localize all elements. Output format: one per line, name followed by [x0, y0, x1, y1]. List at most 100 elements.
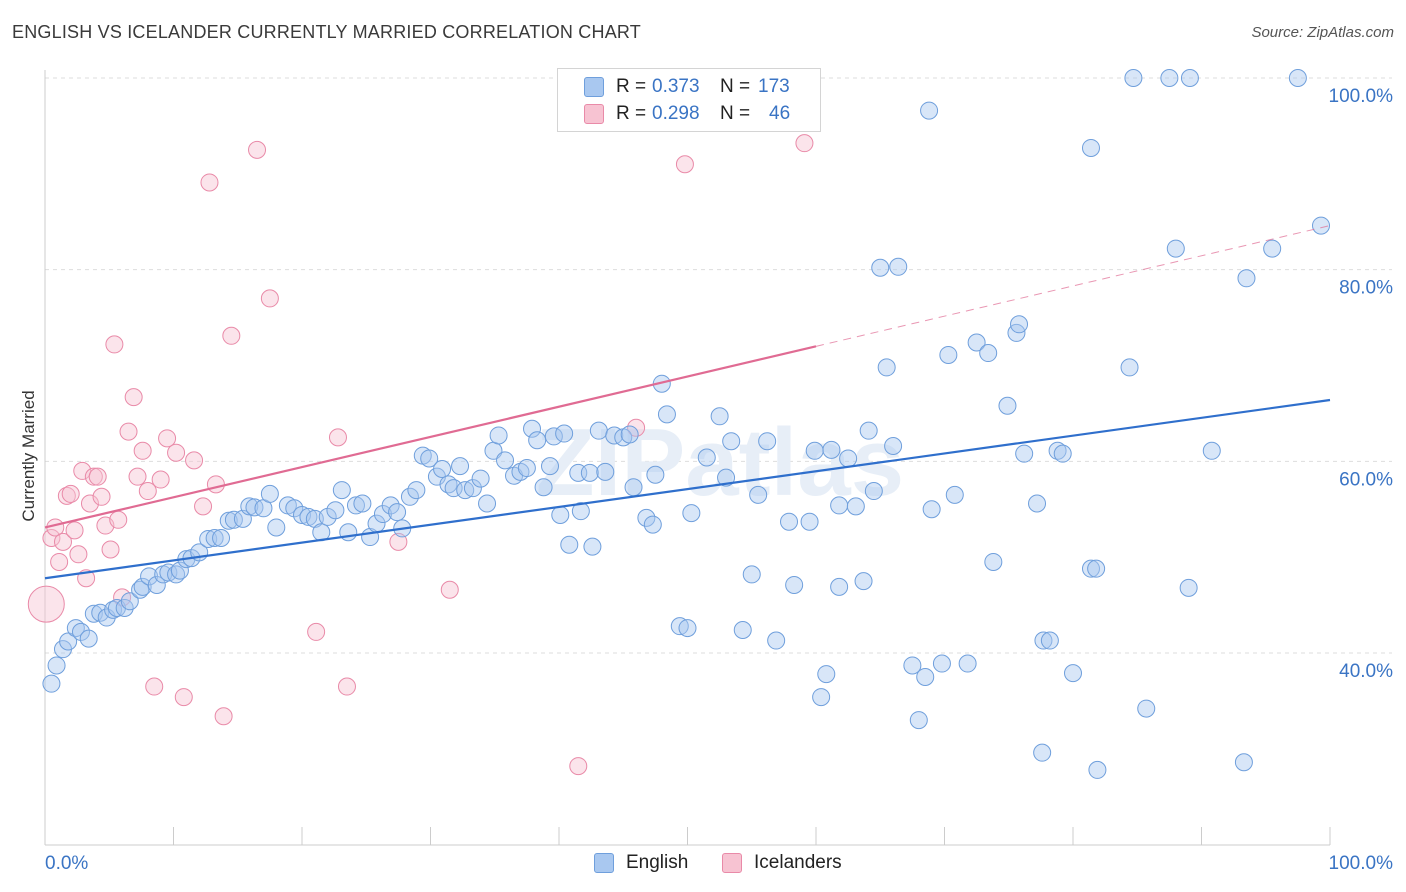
- english-point: [1088, 760, 1107, 779]
- icelander-point: [214, 707, 233, 726]
- english-point: [555, 424, 574, 443]
- english-point: [589, 421, 608, 440]
- english-point: [224, 510, 243, 529]
- english-point: [1120, 358, 1139, 377]
- english-point: [534, 478, 553, 497]
- axes: [44, 70, 1331, 846]
- english-point: [643, 515, 662, 534]
- english-point: [884, 437, 903, 455]
- english-point: [388, 503, 407, 522]
- icelander-point: [69, 545, 88, 564]
- icelanders-swatch: [584, 104, 604, 124]
- english-point: [1034, 631, 1053, 650]
- icelander-point: [124, 388, 143, 407]
- icelander-point: [27, 585, 65, 623]
- english-point: [939, 345, 958, 364]
- english-point: [984, 552, 1003, 571]
- icelander-trend-line: [44, 345, 817, 529]
- y-axis-label: Currently Married: [19, 390, 38, 521]
- english-point: [541, 457, 560, 476]
- series-legend: English Icelanders: [0, 852, 1406, 878]
- legend-item-english[interactable]: English: [594, 852, 688, 874]
- icelander-point: [337, 677, 356, 696]
- english-point: [147, 575, 166, 594]
- english-point: [79, 629, 98, 648]
- english-swatch: [594, 853, 614, 873]
- english-point: [444, 479, 463, 498]
- english-point: [846, 497, 865, 516]
- english-point: [517, 459, 536, 478]
- tick-labels: 40.0% 60.0% 80.0% 100.0% 0.0% 100.0%: [45, 86, 1393, 874]
- english-point: [478, 494, 497, 513]
- english-point: [657, 405, 676, 424]
- english-point: [260, 484, 279, 503]
- english-point: [205, 529, 224, 547]
- english-point: [916, 667, 935, 686]
- icelander-point: [65, 521, 84, 540]
- english-point: [1064, 664, 1082, 683]
- english-point: [871, 258, 890, 277]
- english-point: [749, 485, 768, 504]
- english-point: [697, 448, 716, 467]
- legend-r-label: R =: [616, 103, 647, 124]
- gridlines: [45, 77, 1392, 654]
- english-point: [909, 711, 928, 730]
- trend-lines: [44, 225, 1331, 580]
- english-point: [670, 617, 689, 636]
- english-point: [864, 482, 883, 501]
- english-point: [159, 563, 178, 582]
- icelander-point: [80, 494, 99, 513]
- icelander-point: [260, 289, 279, 308]
- english-point: [1288, 69, 1307, 87]
- english-point: [817, 665, 836, 684]
- legend-n-label: N =: [720, 76, 751, 97]
- english-point: [400, 487, 419, 506]
- english-point: [42, 674, 61, 693]
- icelander-trend-extension: [815, 225, 1331, 347]
- english-point: [71, 622, 90, 641]
- english-swatch: [584, 77, 604, 97]
- english-point: [463, 479, 482, 498]
- english-point: [1015, 444, 1034, 463]
- english-point: [932, 654, 951, 673]
- english-point: [1087, 559, 1106, 578]
- english-point: [920, 101, 939, 120]
- english-point: [489, 426, 508, 445]
- english-point: [339, 523, 358, 542]
- english-point: [1237, 269, 1256, 288]
- legend-icelanders-label: Icelanders: [754, 852, 842, 873]
- english-point: [346, 496, 365, 515]
- english-point: [1081, 138, 1100, 157]
- english-point: [433, 460, 452, 478]
- english-point: [1234, 753, 1253, 772]
- english-point: [1124, 69, 1143, 87]
- legend-row-icelanders: R = 0.298 N = 46: [584, 102, 790, 126]
- english-point: [496, 451, 515, 470]
- english-point: [1166, 239, 1185, 258]
- english-point: [560, 535, 579, 554]
- english-point: [733, 621, 752, 639]
- english-point: [758, 432, 777, 451]
- icelander-point: [92, 487, 111, 506]
- english-point: [120, 592, 139, 611]
- english-point: [1312, 216, 1331, 235]
- legend-n-value: 46: [769, 103, 791, 124]
- english-point: [212, 529, 231, 547]
- english-point: [420, 449, 439, 468]
- english-point: [544, 427, 563, 446]
- english-point: [456, 481, 475, 500]
- y-tick-label: 60.0%: [1339, 469, 1393, 490]
- english-point: [551, 506, 570, 524]
- english-point: [877, 358, 896, 377]
- english-point: [580, 463, 599, 482]
- legend-r-value: 0.373: [652, 76, 700, 97]
- icelander-point: [84, 467, 103, 486]
- english-point: [332, 481, 351, 500]
- legend-item-icelanders[interactable]: Icelanders: [722, 852, 842, 874]
- english-point: [47, 656, 66, 675]
- icelander-point: [50, 552, 69, 571]
- icelanders-swatch: [722, 853, 742, 873]
- legend-r-value: 0.298: [652, 103, 700, 124]
- icelander-point: [105, 335, 124, 354]
- icelander-point: [109, 510, 128, 529]
